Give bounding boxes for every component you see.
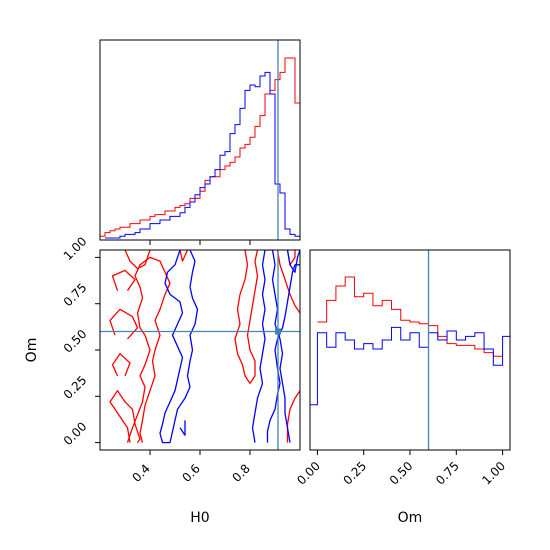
- y-tick-label: 1.00: [61, 234, 90, 263]
- contour-Om-vs-H0-panel: 0.00 0.25 0.50 0.75 1.00 Om 0.4 0.6 0.8 H0: [24, 234, 301, 526]
- histogram-red-series: [317, 276, 503, 357]
- contour-blue-line: [266, 264, 300, 443]
- x-tick-label: 0.50: [387, 459, 416, 488]
- contour-red-line: [234, 250, 259, 384]
- contour-red-line: [124, 250, 151, 270]
- contour-blue-line: [179, 420, 186, 436]
- x-tick-label: 0.4: [129, 461, 152, 484]
- panel-content: [100, 250, 300, 450]
- y-tick-label: 0.25: [61, 373, 90, 402]
- x-tick-label: 0.25: [340, 459, 369, 488]
- histogram-blue-series: [105, 71, 300, 239]
- panel-content: [100, 40, 300, 240]
- truth-marker: [275, 328, 281, 335]
- histogram-H0-panel: [99, 39, 301, 245]
- contour-red-line: [276, 250, 300, 314]
- contour-red-line: [126, 256, 171, 443]
- contour-red-line: [286, 390, 300, 443]
- x-tick-label: 1.00: [479, 459, 508, 488]
- contour-red-line: [111, 353, 131, 377]
- x-tick-label: 0.6: [179, 461, 202, 484]
- panel-frame: [99, 249, 301, 451]
- contour-blue-line: [251, 250, 291, 443]
- panel-frame: [309, 249, 511, 451]
- contour-red-line: [111, 269, 136, 292]
- y-tick-label: 0.00: [61, 419, 90, 448]
- contour-red-line: [179, 250, 189, 262]
- histogram-blue-series: [310, 326, 510, 421]
- x-tick-label: 0.75: [433, 459, 462, 488]
- contour-blue-line: [159, 250, 199, 444]
- x-axis-label: Om: [398, 510, 423, 526]
- x-tick-label: 0.8: [229, 461, 252, 484]
- histogram-Om-panel: 0.00 0.25 0.50 0.75 1.00 Om: [294, 249, 511, 526]
- y-tick-label: 0.50: [61, 327, 90, 356]
- x-tick-label: 0.00: [294, 459, 323, 488]
- y-tick-label: 0.75: [61, 280, 90, 309]
- y-axis-label: Om: [24, 338, 40, 363]
- panel-frame: [99, 39, 301, 241]
- contour-red-line: [109, 308, 139, 340]
- panel-content: [310, 250, 510, 450]
- contour-red-line: [109, 390, 141, 443]
- contour-blue-line: [286, 250, 300, 273]
- x-axis-label: H0: [190, 510, 209, 526]
